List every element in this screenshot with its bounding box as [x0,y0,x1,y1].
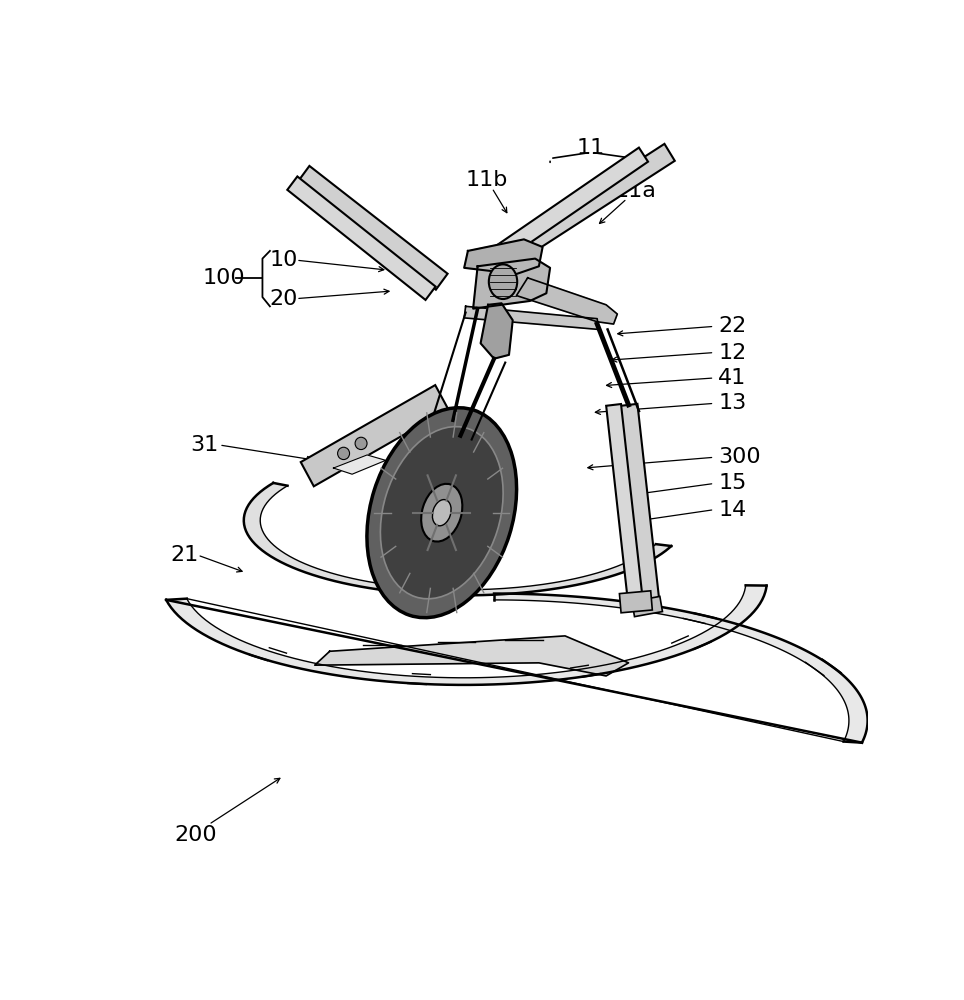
Polygon shape [620,404,659,608]
Polygon shape [244,483,671,595]
Text: 31: 31 [190,435,218,455]
Polygon shape [482,148,648,269]
Text: 13: 13 [718,393,746,413]
Text: 14: 14 [718,500,746,520]
Text: 22: 22 [718,316,746,336]
Polygon shape [465,306,599,329]
Bar [632,596,662,617]
Text: 15: 15 [718,473,746,493]
Ellipse shape [381,427,503,599]
Circle shape [337,447,350,460]
Text: 10: 10 [269,250,298,270]
Polygon shape [287,176,436,300]
Polygon shape [473,259,550,309]
Polygon shape [606,404,643,608]
Text: 100: 100 [202,268,245,288]
Polygon shape [500,144,675,267]
Polygon shape [301,385,448,486]
Polygon shape [314,636,629,676]
Polygon shape [481,303,513,359]
Text: 12: 12 [718,343,746,363]
Text: 300: 300 [718,447,761,467]
Text: 11: 11 [577,138,605,158]
Text: 200: 200 [174,825,217,845]
Text: 21: 21 [170,545,199,565]
Ellipse shape [489,264,518,299]
Ellipse shape [367,408,517,618]
Polygon shape [166,585,766,685]
Text: 11b: 11b [466,170,508,190]
Ellipse shape [421,484,463,542]
Bar [620,591,653,613]
Polygon shape [298,166,447,290]
Text: 11a: 11a [615,181,656,201]
Ellipse shape [433,500,451,526]
Polygon shape [334,455,386,474]
Circle shape [355,437,367,450]
Text: 41: 41 [718,368,746,388]
Polygon shape [465,239,543,274]
Polygon shape [495,594,868,743]
Text: 20: 20 [269,289,298,309]
Polygon shape [517,278,617,324]
